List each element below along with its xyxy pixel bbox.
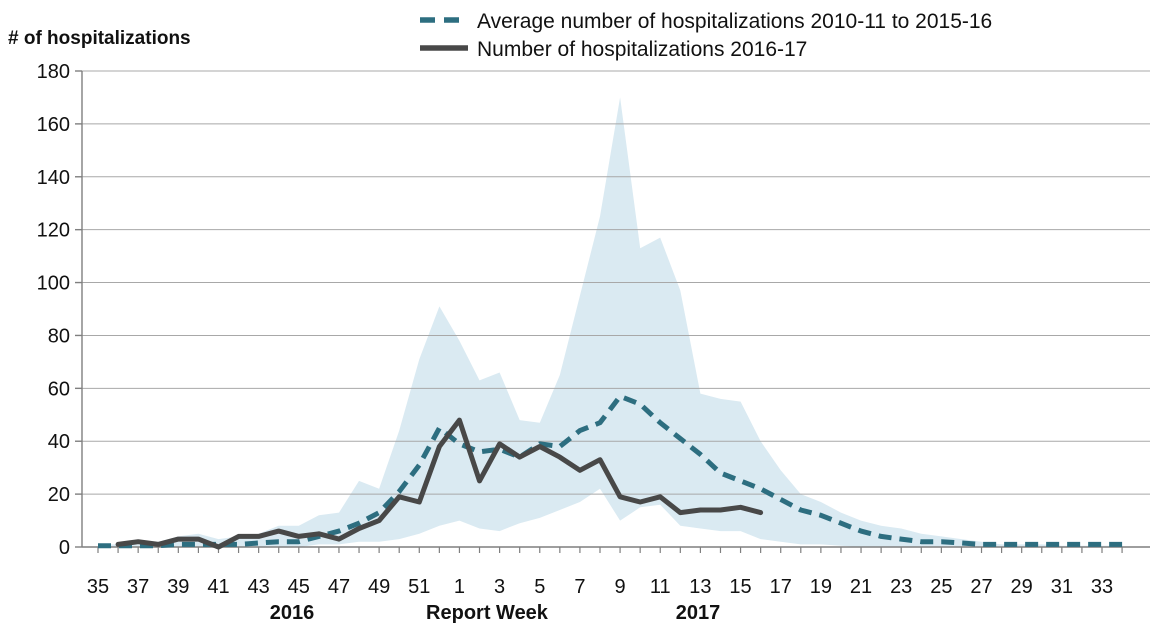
y-tick-label: 160 bbox=[37, 114, 70, 136]
x-tick-label: 35 bbox=[87, 576, 109, 598]
range-band-area bbox=[98, 97, 1123, 548]
y-tick-label: 40 bbox=[48, 431, 70, 453]
x-tick-label: 21 bbox=[850, 576, 872, 598]
x-tick-label: 41 bbox=[207, 576, 229, 598]
x-tick-label: 5 bbox=[534, 576, 545, 598]
x-tick-label: 37 bbox=[127, 576, 149, 598]
year-label-left: 2016 bbox=[270, 602, 315, 624]
legend-label: Number of hospitalizations 2016-17 bbox=[477, 38, 807, 61]
y-axis-title: # of hospitalizations bbox=[8, 28, 191, 49]
y-tick-label: 60 bbox=[48, 378, 70, 400]
legend-label: Average number of hospitalizations 2010-… bbox=[477, 10, 992, 33]
x-tick-label: 13 bbox=[689, 576, 711, 598]
x-tick-label: 23 bbox=[890, 576, 912, 598]
x-tick-label: 49 bbox=[368, 576, 390, 598]
x-tick-label: 7 bbox=[574, 576, 585, 598]
y-tick-label: 100 bbox=[37, 273, 70, 295]
x-tick-label: 33 bbox=[1091, 576, 1113, 598]
avg-hospitalizations-line bbox=[98, 393, 1123, 549]
x-tick-label: 15 bbox=[729, 576, 751, 598]
x-tick-label: 39 bbox=[167, 576, 189, 598]
legend-item-current: Number of hospitalizations 2016-17 bbox=[420, 38, 807, 61]
x-tick-label: 9 bbox=[615, 576, 626, 598]
y-tick-label: 80 bbox=[48, 325, 70, 347]
x-tick-label: 3 bbox=[494, 576, 505, 598]
x-tick-label: 25 bbox=[930, 576, 952, 598]
x-tick-label: 29 bbox=[1011, 576, 1033, 598]
y-tick-label: 140 bbox=[37, 167, 70, 189]
x-tick-label: 43 bbox=[248, 576, 270, 598]
x-tick-label: 17 bbox=[770, 576, 792, 598]
y-tick-label: 0 bbox=[59, 537, 70, 559]
y-tick-label: 20 bbox=[48, 484, 70, 506]
x-tick-label: 11 bbox=[650, 576, 671, 598]
y-tick-label: 180 bbox=[37, 61, 70, 83]
x-tick-label: 19 bbox=[810, 576, 832, 598]
y-tick-label: 120 bbox=[37, 220, 70, 242]
x-tick-label: 45 bbox=[288, 576, 310, 598]
x-tick-label: 51 bbox=[408, 576, 430, 598]
year-label-right: 2017 bbox=[676, 602, 721, 624]
legend-item-average: Average number of hospitalizations 2010-… bbox=[420, 10, 992, 33]
current-hospitalizations-line bbox=[115, 417, 764, 550]
x-tick-label: 47 bbox=[328, 576, 350, 598]
x-tick-label: 31 bbox=[1051, 576, 1073, 598]
x-axis-title: Report Week bbox=[426, 602, 549, 624]
x-tick-label: 27 bbox=[970, 576, 992, 598]
x-tick-label: 1 bbox=[454, 576, 465, 598]
